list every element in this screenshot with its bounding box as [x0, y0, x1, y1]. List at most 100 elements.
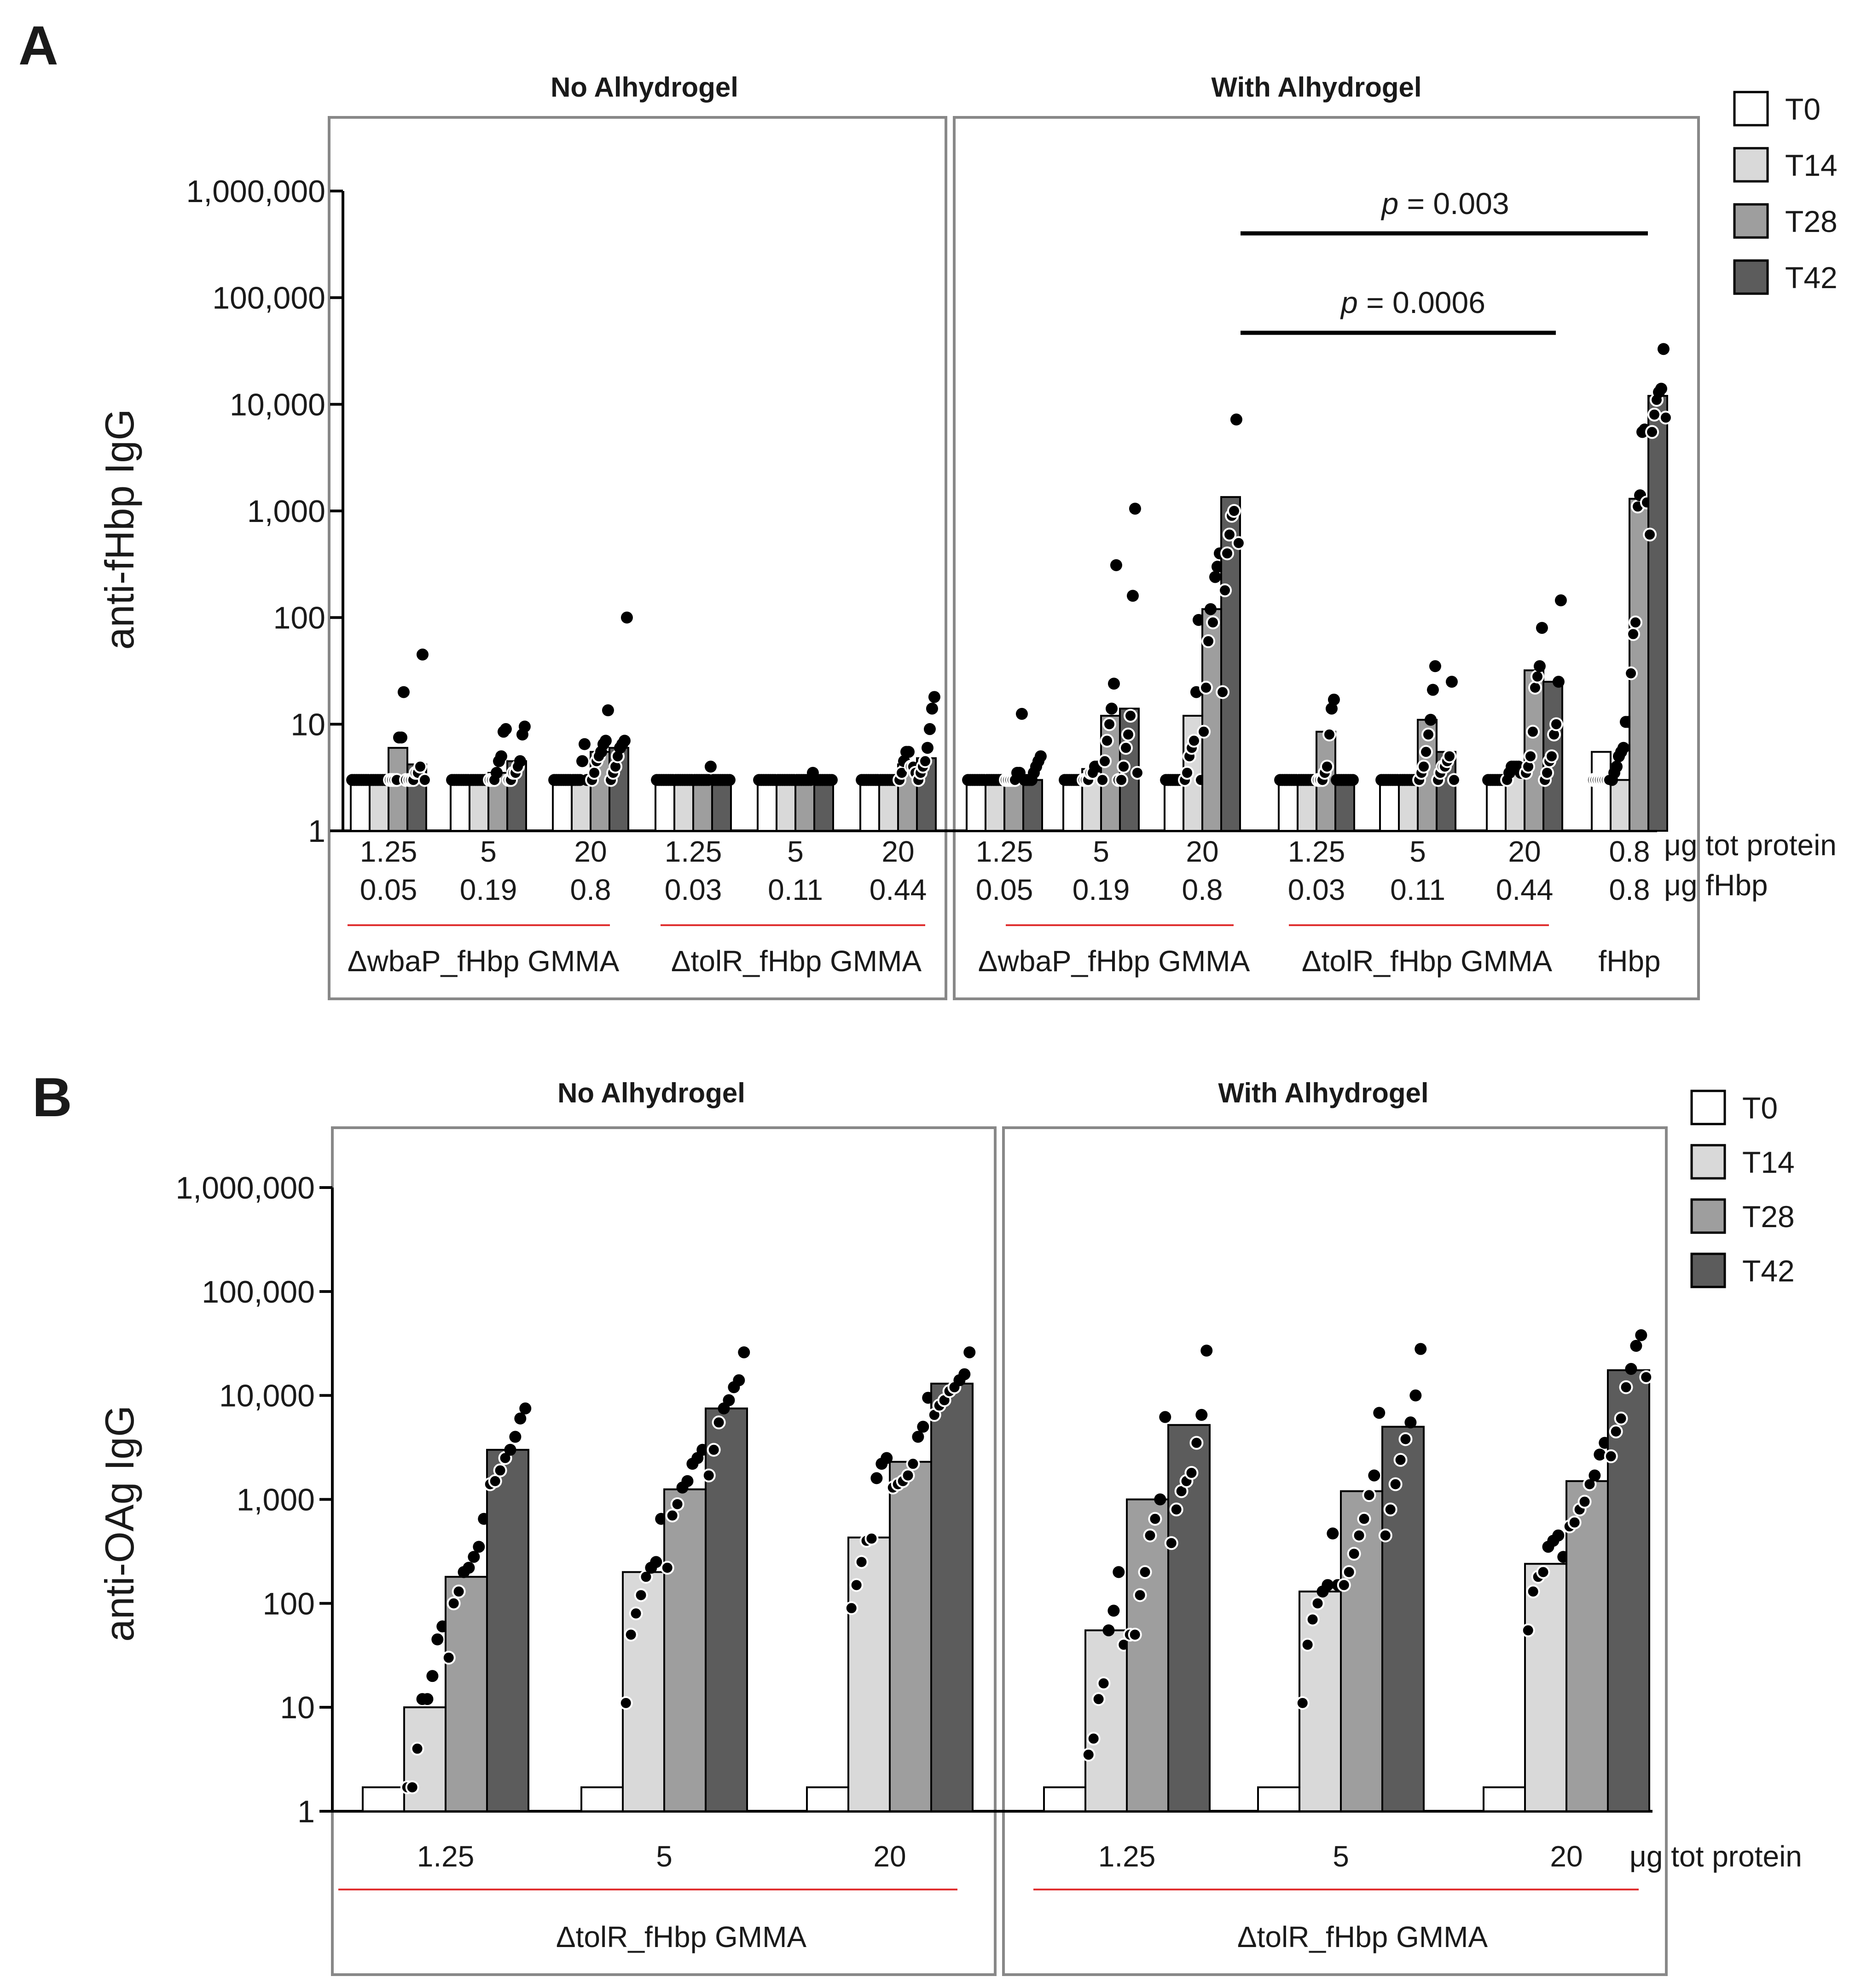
panel-b-data-point [493, 1463, 507, 1478]
panel-b-y-tick-label: 10,000 [219, 1379, 315, 1414]
panel-b-data-point [707, 1443, 721, 1457]
panel-a-data-point [1100, 734, 1114, 748]
panel-a-data-point [1123, 708, 1137, 723]
panel-b-data-point [844, 1601, 858, 1615]
panel-b-data-point [1415, 1343, 1427, 1355]
panel-b-data-point [1604, 1449, 1618, 1463]
panel-a-data-point [704, 760, 717, 773]
panel-a-data-point [1419, 745, 1433, 759]
panel-a-y-tick-label: 1,000 [247, 494, 325, 529]
panel-b-x-tick-label-tot: 20 [873, 1840, 906, 1873]
p-value: = 0.003 [1398, 186, 1509, 220]
panel-a-data-point [1130, 765, 1144, 780]
panel-a-bar [1486, 779, 1507, 832]
panel-a-data-point [1545, 749, 1559, 764]
panel-a-data-point [1626, 627, 1641, 641]
panel-a-x-tick-label-fhbp: 0.11 [768, 873, 823, 906]
panel-b-data-point [1378, 1528, 1392, 1542]
panel-a-bar [571, 779, 591, 832]
panel-a-data-point [1322, 727, 1336, 742]
panel-a-y-tick-label: 10,000 [230, 387, 325, 422]
panel-b-data-point [1594, 1449, 1606, 1461]
panel-b-bar [1084, 1629, 1128, 1812]
panel-a-data-point [576, 755, 588, 767]
panel-a-data-point [1034, 750, 1047, 763]
panel-a-x-tick-label-tot: 1.25 [665, 835, 722, 868]
panel-a-x-tick-label-fhbp: 0.8 [1182, 873, 1223, 906]
panel-a-x-tick-label-fhbp: 0.8 [1609, 873, 1650, 906]
panel-a-bar [1610, 779, 1630, 832]
panel-a-data-point [395, 731, 407, 744]
panel-b-data-point [854, 1555, 869, 1569]
panel-b-legend-label-t42: T42 [1742, 1254, 1795, 1288]
panel-b-bar [1607, 1369, 1650, 1812]
panel-b-data-point [712, 1415, 726, 1430]
panel-b-plot: 1 10 100 1,000 10,000 100,000 1,000,000 1.25 5 20… [175, 1171, 1653, 1873]
panel-b-y-axis-label: anti-OAg IgG [97, 1405, 142, 1642]
panel-b-data-point [1526, 1584, 1540, 1599]
panel-b-data-point [1164, 1536, 1178, 1550]
panel-b-data-point [1148, 1512, 1162, 1526]
panel-b-data-point [738, 1346, 750, 1358]
panel-b-data-point [1404, 1416, 1417, 1429]
panel-a-data-point [1098, 754, 1112, 768]
panel-a-data-point [1114, 773, 1129, 787]
panel-b-data-point [1102, 1624, 1115, 1636]
panel-b-data-point [463, 1562, 475, 1574]
panel-a-data-point [1417, 759, 1431, 774]
panel-b-data-point [1373, 1407, 1386, 1419]
panel-b-data-point [864, 1531, 879, 1546]
panel-b-data-point [426, 1670, 439, 1682]
panel-b-data-point [431, 1633, 444, 1646]
panel-b-x-tick-label-tot: 5 [1333, 1840, 1349, 1873]
panel-b-bar [1340, 1490, 1383, 1812]
panel-a-data-point [928, 691, 940, 703]
panel-a-data-point [1549, 717, 1563, 731]
panel-b-letter: B [32, 1066, 72, 1128]
panel-a-construct-label: ΔtolR_fHbp GMMA [671, 945, 922, 978]
panel-a-bar [711, 779, 732, 832]
panel-a-data-point [1447, 773, 1461, 787]
panel-a-bar [776, 779, 796, 832]
panel-b-data-point [1577, 1495, 1592, 1509]
panel-a-x-tick-label-tot: 5 [1093, 835, 1109, 868]
panel-a-row-label-fhbp: μg fHbp [1664, 869, 1768, 902]
panel-a-data-point [923, 723, 936, 735]
panel-b-data-point [1159, 1411, 1171, 1423]
panel-b-data-point [963, 1346, 976, 1358]
panel-b-data-point [1635, 1329, 1647, 1341]
panel-a-construct-label: fHbp [1598, 945, 1660, 978]
panel-a-data-point [416, 649, 429, 661]
panel-a-data-point [1629, 615, 1643, 630]
panel-b-frame-with-alhydrogel [1002, 1126, 1668, 1976]
panel-a-data-point [1110, 559, 1122, 571]
panel-a-data-point [1554, 594, 1567, 607]
panel-b-data-point [1342, 1565, 1356, 1579]
panel-a-y-tick-label: 10 [290, 707, 325, 742]
p-italic: p [1340, 285, 1358, 319]
panel-b-legend-swatch-t28 [1690, 1198, 1726, 1234]
panel-a-data-point [1129, 503, 1141, 515]
panel-b-data-point [1107, 1605, 1120, 1617]
panel-b-data-point [1368, 1469, 1380, 1482]
panel-a-data-point [518, 720, 531, 733]
panel-a-data-point [1216, 685, 1230, 699]
panel-a-data-point [1230, 413, 1242, 426]
panel-a-legend-swatch-t28 [1733, 203, 1769, 239]
panel-b-x-tick-label-tot: 1.25 [1098, 1840, 1156, 1873]
panel-a-data-point [1197, 724, 1211, 739]
panel-a-data-point [1328, 693, 1340, 706]
panel-a-x-tick-label-tot: 5 [1409, 835, 1426, 868]
comparison-label-p0006: p = 0.0006 [1340, 285, 1485, 319]
panel-a-data-point [1528, 681, 1542, 695]
panel-b-data-point [660, 1561, 674, 1575]
panel-b-data-point [1352, 1528, 1366, 1542]
panel-a-bar [1297, 779, 1317, 832]
panel-a-construct-label: ΔtolR_fHbp GMMA [1302, 945, 1553, 978]
panel-a-data-point [413, 759, 427, 774]
panel-a-legend-swatch-t42 [1733, 259, 1769, 295]
panel-b-data-point [446, 1596, 461, 1611]
panel-a-data-point [1421, 727, 1435, 742]
panel-a-data-point [1530, 669, 1544, 684]
panel-b-bar [1524, 1563, 1567, 1813]
